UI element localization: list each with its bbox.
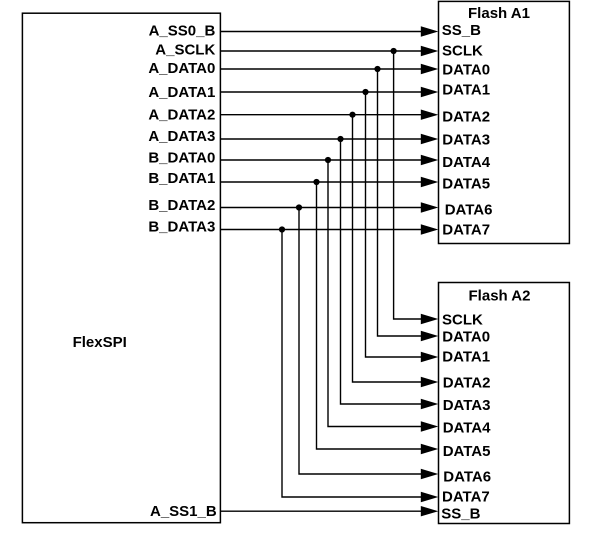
svg-text:A_SS1_B: A_SS1_B [150,503,217,520]
svg-text:DATA5: DATA5 [443,443,491,460]
svg-text:DATA6: DATA6 [443,468,491,485]
svg-text:DATA3: DATA3 [443,397,491,414]
svg-text:DATA1: DATA1 [442,81,490,98]
svg-text:SCLK: SCLK [442,43,483,60]
svg-text:B_DATA3: B_DATA3 [148,218,215,235]
svg-text:B_DATA2: B_DATA2 [148,197,215,214]
svg-text:A_DATA0: A_DATA0 [148,60,215,77]
svg-text:SS_B: SS_B [442,22,481,39]
svg-text:DATA0: DATA0 [442,328,490,345]
svg-text:A_DATA1: A_DATA1 [148,84,215,101]
svg-text:SS_B: SS_B [441,505,480,522]
svg-text:DATA0: DATA0 [442,61,490,78]
svg-text:SCLK: SCLK [442,311,483,328]
svg-text:DATA4: DATA4 [443,420,491,437]
svg-text:A_SS0_B: A_SS0_B [149,22,216,39]
svg-text:DATA1: DATA1 [442,349,490,366]
svg-text:DATA2: DATA2 [443,375,491,392]
svg-text:DATA6: DATA6 [445,202,493,219]
svg-text:DATA4: DATA4 [442,154,490,171]
svg-text:B_DATA1: B_DATA1 [148,170,215,187]
svg-text:DATA5: DATA5 [442,176,490,193]
svg-text:DATA7: DATA7 [442,222,490,239]
svg-text:FlexSPI: FlexSPI [73,334,127,351]
svg-text:DATA7: DATA7 [442,489,490,506]
svg-text:Flash A2: Flash A2 [469,287,531,304]
svg-text:A_DATA2: A_DATA2 [148,107,215,124]
svg-text:B_DATA0: B_DATA0 [148,149,215,166]
svg-text:A_SCLK: A_SCLK [155,42,215,59]
svg-text:DATA2: DATA2 [442,108,490,125]
svg-text:Flash A1: Flash A1 [468,5,530,22]
svg-text:A_DATA3: A_DATA3 [148,128,215,145]
svg-text:DATA3: DATA3 [442,131,490,148]
